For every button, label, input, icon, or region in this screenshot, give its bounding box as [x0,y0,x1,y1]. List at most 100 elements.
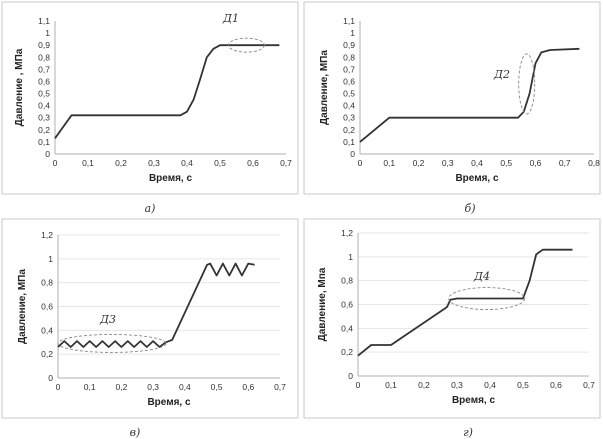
x-tick-label: 0,2 [418,380,430,390]
x-tick-label: 0,2 [115,158,127,168]
y-tick-label: 0,2 [41,349,53,359]
panel-caption: а) [145,202,156,215]
x-tick-label: 0 [358,158,363,168]
x-tick-label: 0,6 [530,158,542,168]
y-tick-label: 0,5 [38,89,50,99]
y-tick-label: 0,4 [341,323,353,333]
x-tick-label: 0,7 [274,382,286,392]
chart-panel-3: 0 0,2 0,4 0,6 0,8 1 1,2 0 0,1 0,2 0,3 0,4 0,5 0,6 0,7 В… [1,218,299,439]
x-tick-label: 0,6 [247,158,259,168]
y-tick-label: 1 [348,252,353,262]
y-tick-label: 0,2 [343,125,355,135]
x-axis-label: Время, с [149,173,193,184]
y-tick-label: 0,9 [343,40,355,50]
y-tick-label: 1,2 [341,228,353,238]
highlight-ellipse [448,287,526,310]
panel-frame [303,218,601,419]
y-tick-label: 0,6 [38,76,50,86]
annotation-label: Д4 [473,270,490,283]
x-tick-label: 0,5 [500,158,512,168]
y-tick-label: 0 [348,371,353,381]
annotation-label: Д2 [493,68,510,81]
x-tick-label: 0,5 [214,158,226,168]
x-tick-label: 0,4 [484,380,496,390]
y-tick-label: 0,6 [341,300,353,310]
x-tick-label: 0,3 [148,158,160,168]
x-tick-label: 0,3 [147,382,159,392]
y-tick-label: 0,7 [343,64,355,74]
y-axis-label: Давление, Мпа [317,267,328,341]
x-tick-label: 0,4 [179,382,191,392]
y-tick-label: 0,6 [41,302,53,312]
y-axis-label: Давление, МПа [17,269,28,344]
panel-caption: г) [463,426,473,439]
x-tick-label: 0,8 [588,158,600,168]
x-tick-label: 0,5 [211,382,223,392]
series-line-1 [57,262,255,348]
x-tick-label: 0,4 [181,158,193,168]
x-axis-label: Время, с [455,173,499,184]
y-tick-label: 1 [45,28,50,38]
annotation-label: Д3 [99,313,116,326]
y-tick-label: 0,8 [343,52,355,62]
y-tick-label: 0,4 [343,101,355,111]
y-tick-label: 0,4 [41,325,53,335]
y-tick-label: 0,8 [38,52,50,62]
x-axis-label: Время, с [452,395,496,406]
y-tick-label: 0,5 [343,89,355,99]
y-tick-label: 0,4 [38,101,50,111]
highlight-ellipse [518,53,536,115]
panel-caption: в) [130,426,141,439]
y-tick-label: 1,1 [343,16,355,26]
y-tick-label: 0,3 [38,113,50,123]
y-tick-label: 0 [350,149,355,159]
chart-panel-4: 0 0,2 0,4 0,6 0,8 1 1,2 0 0,1 0,2 0,3 0,4 0,5 0,6 0,7 В… [303,218,601,439]
y-tick-label: 0,2 [38,125,50,135]
x-tick-label: 0 [356,380,361,390]
x-tick-label: 0 [56,382,61,392]
x-tick-label: 0,5 [517,380,529,390]
x-tick-label: 0,3 [451,380,463,390]
x-tick-label: 0,1 [82,158,94,168]
x-tick-label: 0 [53,158,58,168]
y-tick-label: 0,9 [38,40,50,50]
x-tick-label: 0,7 [559,158,571,168]
y-axis-label: Давление, МПа [319,50,330,125]
annotation-label: Д1 [222,12,239,25]
x-tick-label: 0,7 [583,380,595,390]
y-tick-label: 1 [350,28,355,38]
x-tick-label: 0,1 [385,380,397,390]
x-tick-label: 0,3 [442,158,454,168]
y-axis-label: Давление , МПа [14,48,25,126]
y-tick-label: 1,2 [41,230,53,240]
y-tick-label: 0,1 [343,137,355,147]
highlight-ellipse [227,37,265,53]
x-tick-label: 0,1 [383,158,395,168]
x-tick-label: 0,6 [550,380,562,390]
series-line-1 [54,44,280,139]
y-tick-label: 0,6 [343,76,355,86]
y-tick-label: 0,2 [341,347,353,357]
highlight-ellipse [57,333,167,353]
chart-panel-2: 0 0,1 0,2 0,3 0,4 0,5 0,6 0,7 0,8 0,9 1 1,1 0 0,1 0,2 0… [303,1,601,215]
y-tick-label: 0,8 [41,278,53,288]
panel-caption: б) [464,202,475,215]
x-tick-label: 0,2 [413,158,425,168]
y-tick-label: 0,3 [343,113,355,123]
panel-frame [1,1,299,195]
y-tick-label: 0 [48,373,53,383]
x-tick-label: 0,7 [280,158,292,168]
series-line-1 [359,47,580,143]
x-tick-label: 0,1 [84,382,96,392]
x-tick-label: 0,2 [116,382,128,392]
y-tick-label: 0,7 [38,64,50,74]
chart-panel-1: 0 0,1 0,2 0,3 0,4 0,5 0,6 0,7 0,8 0,9 1 1,1 0 0,1 0,2 0… [1,1,299,215]
panel-frame [1,218,299,419]
panel-frame [303,1,601,195]
y-tick-label: 1,1 [38,16,50,26]
y-tick-label: 1 [48,254,53,264]
y-tick-label: 0,8 [341,276,353,286]
x-tick-label: 0,4 [471,158,483,168]
x-tick-label: 0,6 [242,382,254,392]
